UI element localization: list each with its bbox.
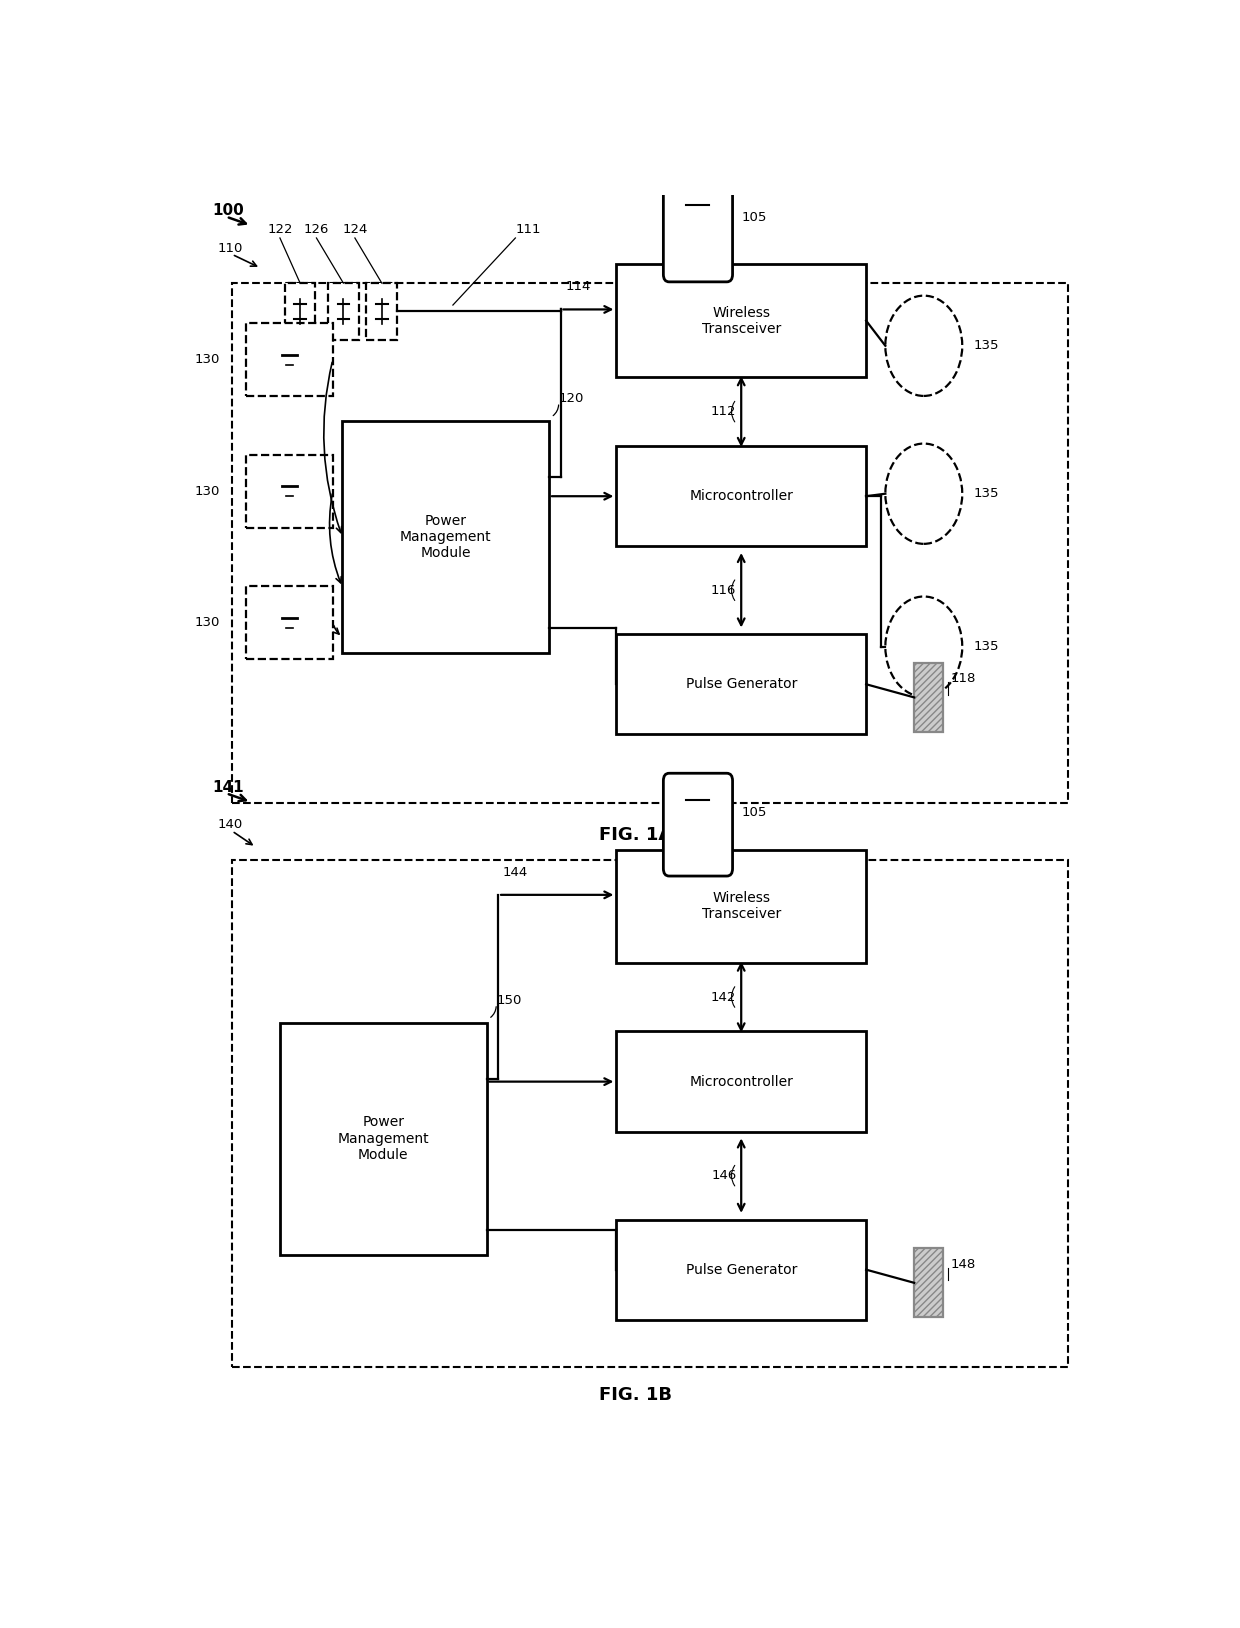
- Bar: [232, 283, 1068, 803]
- Text: 130: 130: [195, 485, 221, 498]
- Text: 146: 146: [712, 1169, 737, 1182]
- Circle shape: [885, 596, 962, 697]
- Text: 124: 124: [342, 223, 367, 236]
- Text: 148: 148: [951, 1257, 976, 1270]
- Text: 150: 150: [496, 993, 522, 1006]
- Text: 118: 118: [951, 672, 976, 685]
- FancyBboxPatch shape: [663, 179, 733, 282]
- Text: Microcontroller: Microcontroller: [689, 1074, 794, 1089]
- Bar: [280, 1022, 486, 1255]
- Bar: [616, 850, 866, 962]
- Text: 135: 135: [973, 640, 999, 653]
- Text: 126: 126: [304, 223, 329, 236]
- Text: 100: 100: [213, 204, 244, 218]
- Text: 142: 142: [711, 990, 737, 1003]
- Bar: [342, 422, 549, 653]
- Bar: [616, 264, 866, 378]
- Text: 105: 105: [742, 806, 766, 819]
- Bar: [367, 283, 397, 340]
- Bar: [616, 1219, 866, 1320]
- Text: 141: 141: [213, 780, 244, 794]
- Bar: [247, 586, 332, 659]
- FancyBboxPatch shape: [663, 773, 733, 876]
- Bar: [914, 1249, 944, 1317]
- Bar: [616, 633, 866, 734]
- Text: Pulse Generator: Pulse Generator: [686, 677, 797, 692]
- Text: FIG. 1B: FIG. 1B: [599, 1385, 672, 1403]
- Text: FIG. 1A: FIG. 1A: [599, 825, 672, 843]
- Bar: [914, 663, 944, 733]
- Text: Power
Management
Module: Power Management Module: [337, 1115, 429, 1162]
- Text: Microcontroller: Microcontroller: [689, 490, 794, 503]
- Text: 130: 130: [195, 617, 221, 630]
- Text: 120: 120: [559, 392, 584, 405]
- Bar: [232, 860, 1068, 1368]
- Text: 112: 112: [711, 405, 737, 418]
- Text: 144: 144: [503, 866, 528, 879]
- Text: 111: 111: [516, 223, 541, 236]
- Bar: [247, 324, 332, 396]
- Text: 110: 110: [217, 241, 243, 254]
- Text: Power
Management
Module: Power Management Module: [399, 514, 491, 560]
- Text: Pulse Generator: Pulse Generator: [686, 1263, 797, 1276]
- Circle shape: [885, 296, 962, 396]
- Text: 135: 135: [973, 339, 999, 352]
- Text: 122: 122: [267, 223, 293, 236]
- Bar: [616, 446, 866, 547]
- Text: Wireless
Transceiver: Wireless Transceiver: [702, 891, 781, 921]
- Text: 116: 116: [711, 584, 737, 597]
- Text: 114: 114: [565, 280, 590, 293]
- Bar: [247, 454, 332, 527]
- Bar: [327, 283, 358, 340]
- Circle shape: [885, 443, 962, 544]
- Bar: [616, 1032, 866, 1131]
- Text: 140: 140: [217, 819, 243, 832]
- Text: 135: 135: [973, 487, 999, 500]
- Text: 130: 130: [195, 353, 221, 366]
- Text: 105: 105: [742, 212, 766, 225]
- Bar: [285, 283, 315, 340]
- Text: Wireless
Transceiver: Wireless Transceiver: [702, 306, 781, 335]
